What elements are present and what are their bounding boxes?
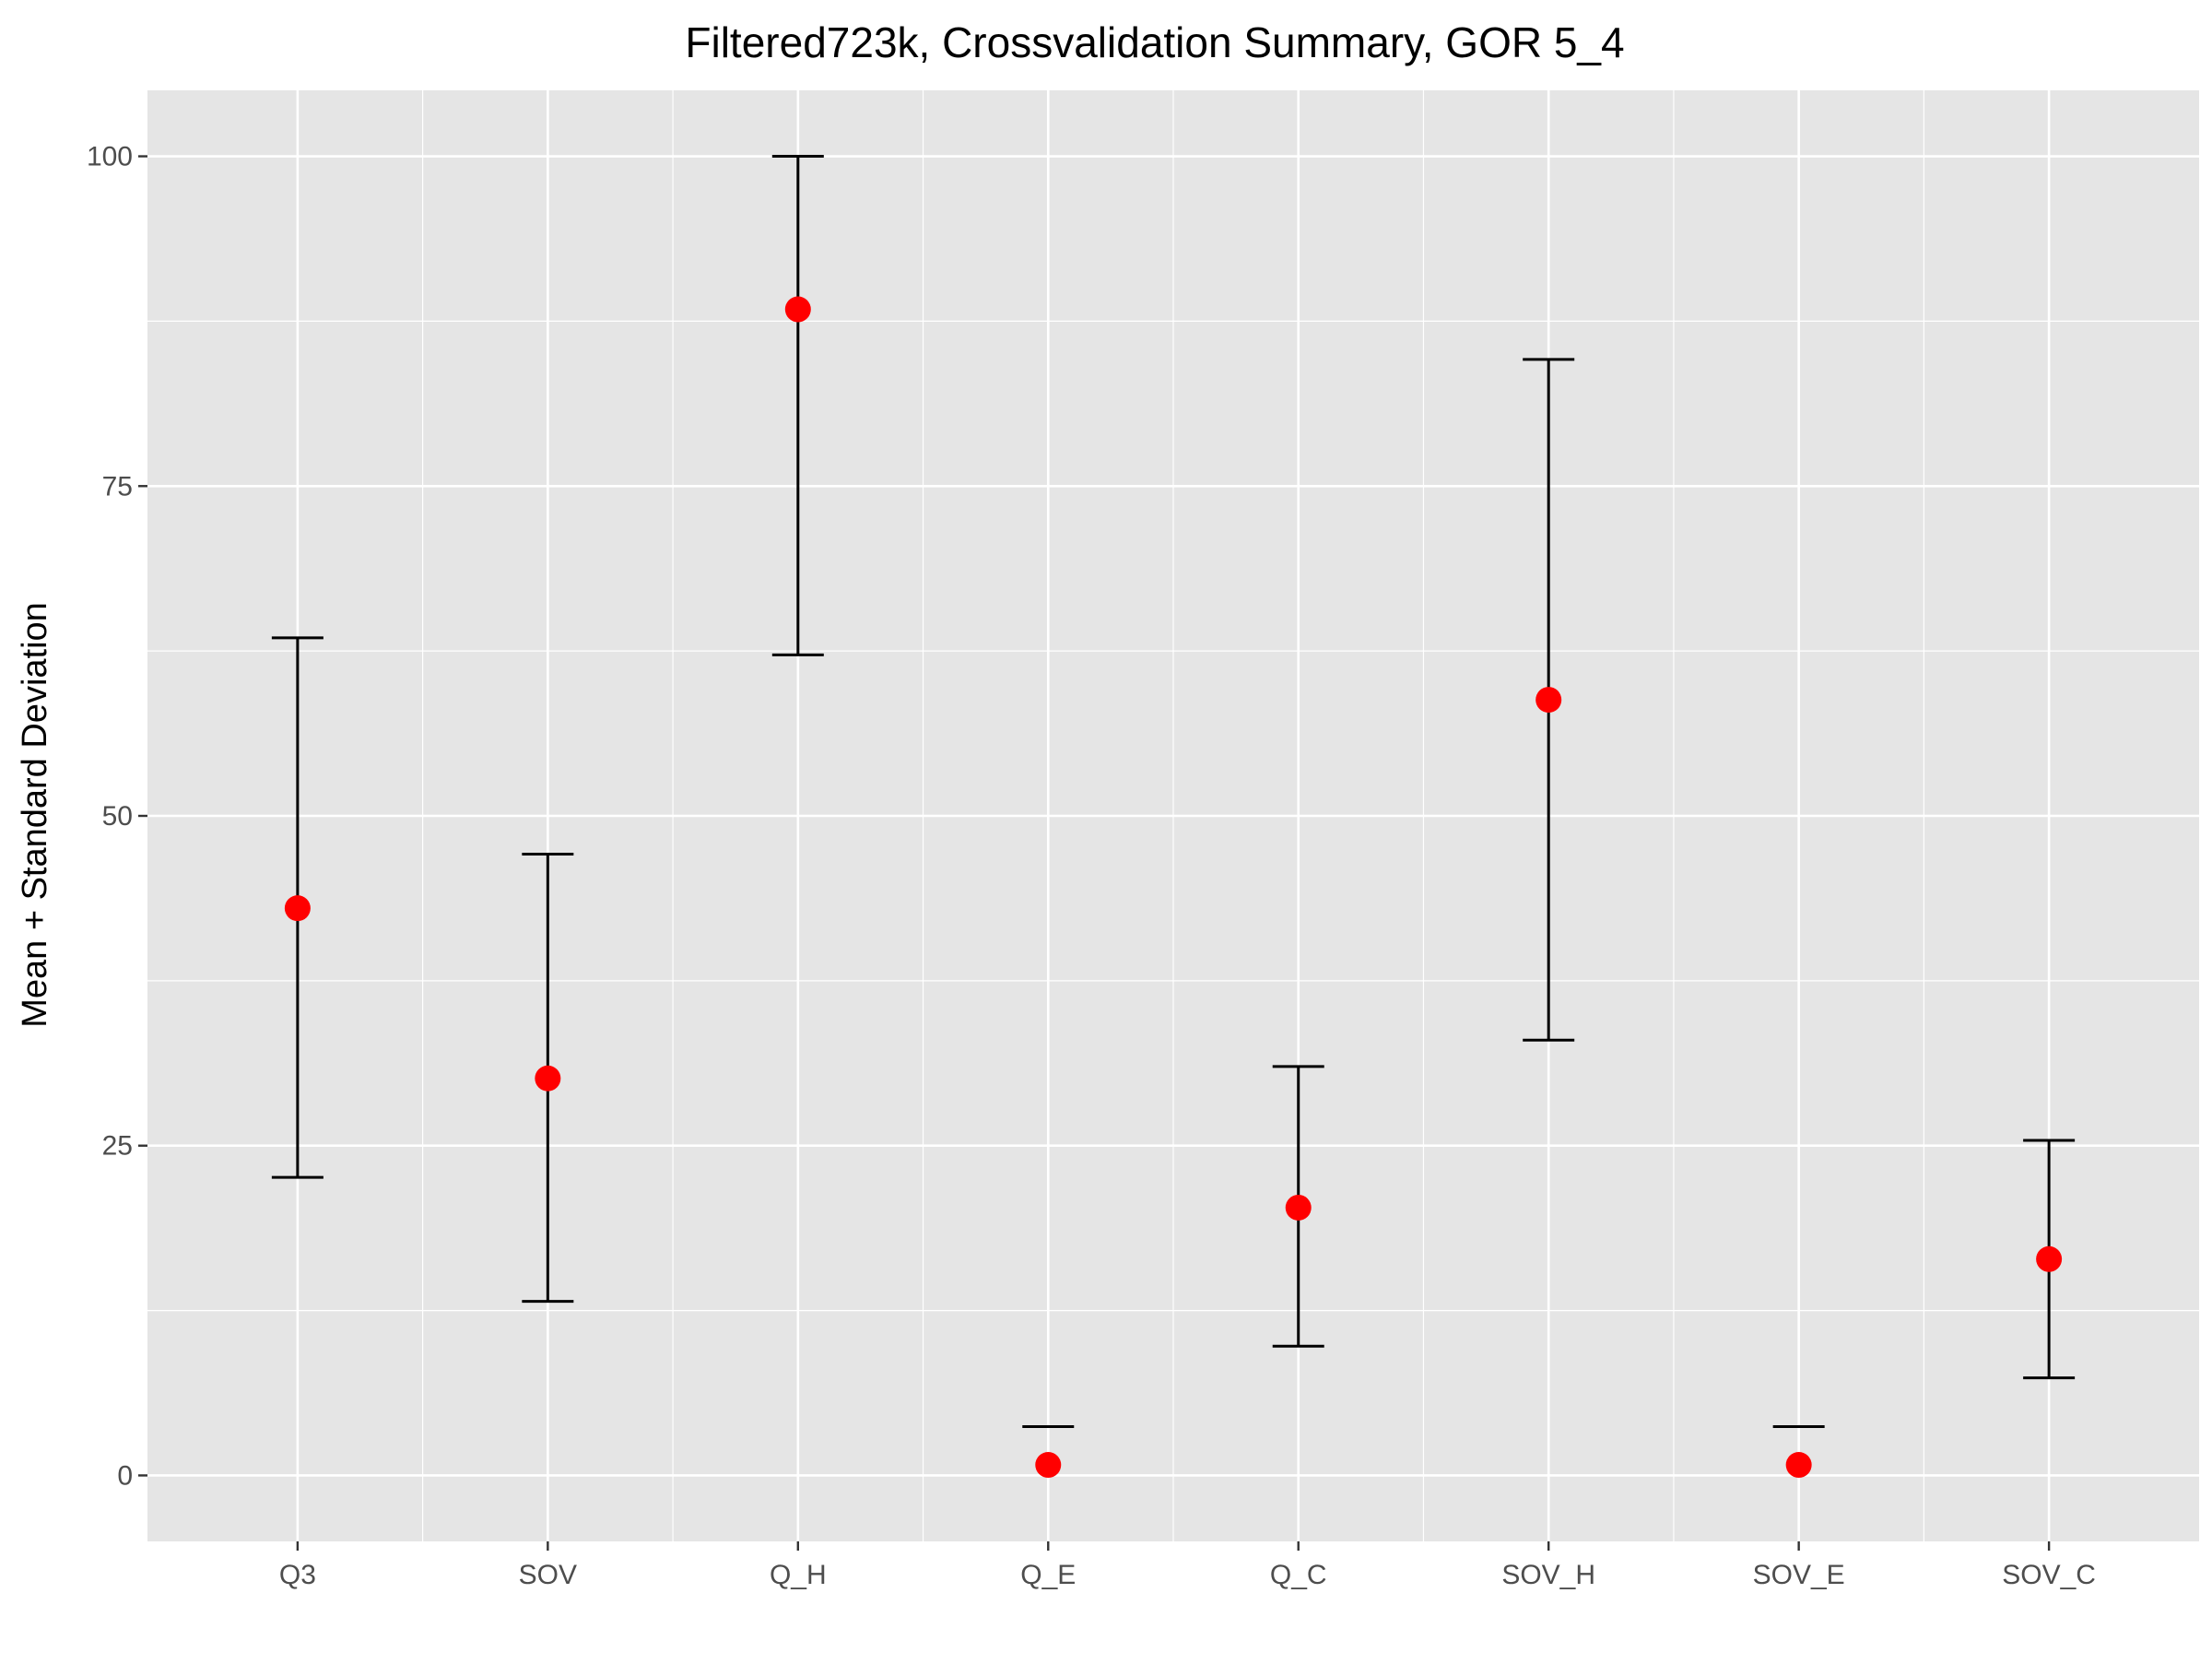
data-point (1035, 1452, 1062, 1479)
chart-title: Filtered723k, Crossvalidation Summary, G… (685, 18, 1624, 66)
x-tick-label: Q_H (770, 1560, 827, 1590)
data-point (2036, 1245, 2063, 1272)
y-tick-label: 100 (87, 142, 133, 172)
x-tick-label: SOV_C (2002, 1560, 2096, 1590)
data-point (535, 1065, 561, 1092)
y-tick-label: 50 (102, 801, 133, 832)
x-tick-label: Q_E (1020, 1560, 1076, 1590)
data-point (284, 895, 311, 922)
x-tick-label: Q_C (1270, 1560, 1327, 1590)
data-point (1535, 687, 1562, 714)
data-point (1285, 1194, 1312, 1221)
y-tick-label: 75 (102, 471, 133, 502)
y-tick-label: 0 (117, 1460, 133, 1491)
plot-area: 0 25 50 75 100 Q3 SOV Q_H Q_E Q_C SOV_H SOV_E SOV_C (87, 90, 2199, 1590)
x-tick-label: Q3 (279, 1560, 316, 1590)
x-tick-label: SOV_H (1501, 1560, 1595, 1590)
y-axis-title: Mean + Standard Deviation (16, 602, 54, 1028)
data-point (1785, 1452, 1812, 1479)
x-tick-label: SOV (519, 1560, 577, 1590)
y-tick-label: 25 (102, 1131, 133, 1162)
x-tick-label: SOV_E (1753, 1560, 1845, 1590)
data-point (784, 296, 811, 323)
